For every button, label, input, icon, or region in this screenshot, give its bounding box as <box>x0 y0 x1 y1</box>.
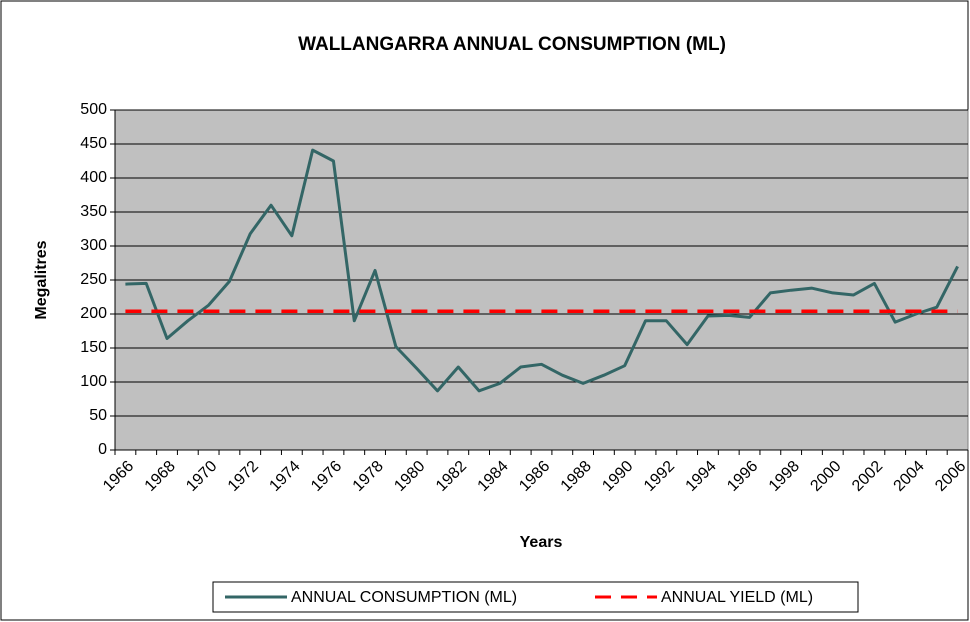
legend-label: ANNUAL CONSUMPTION (ML) <box>291 589 517 606</box>
y-tick-label: 450 <box>80 135 107 152</box>
y-tick-label: 250 <box>80 271 107 288</box>
y-tick-label: 300 <box>80 237 107 254</box>
legend-box <box>212 581 859 613</box>
x-axis-title: Years <box>520 534 563 551</box>
legend-label: ANNUAL YIELD (ML) <box>661 589 813 606</box>
y-tick-label: 500 <box>80 101 107 118</box>
y-tick-label: 100 <box>80 373 107 390</box>
y-tick-label: 50 <box>89 407 107 424</box>
y-axis-title: Megalitres <box>33 240 50 319</box>
y-tick-label: 400 <box>80 169 107 186</box>
y-tick-label: 150 <box>80 339 107 356</box>
y-tick-label: 200 <box>80 305 107 322</box>
y-tick-label: 350 <box>80 203 107 220</box>
chart-title: WALLANGARRA ANNUAL CONSUMPTION (ML) <box>298 34 726 55</box>
series-line <box>125 148 959 393</box>
y-tick-label: 0 <box>98 441 107 458</box>
